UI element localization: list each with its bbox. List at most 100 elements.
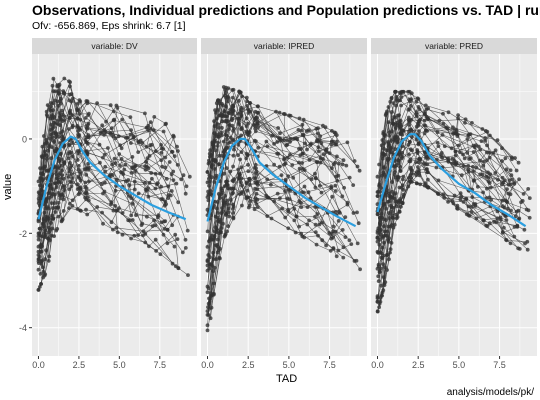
data-point: [230, 88, 235, 92]
data-point: [36, 288, 41, 292]
data-point: [345, 200, 350, 205]
data-point: [126, 178, 131, 182]
data-point: [222, 149, 227, 153]
data-point: [277, 110, 282, 115]
data-point: [375, 194, 380, 198]
data-point: [163, 122, 168, 127]
data-point: [224, 96, 229, 100]
data-point: [275, 191, 280, 196]
data-point: [220, 125, 224, 130]
data-point: [114, 103, 119, 108]
data-point: [453, 149, 458, 154]
data-point: [435, 140, 440, 145]
data-point: [100, 182, 104, 187]
data-point: [278, 131, 282, 136]
data-point: [395, 174, 400, 179]
data-point: [436, 178, 441, 183]
data-point: [162, 227, 167, 231]
data-point: [255, 110, 260, 115]
data-point: [40, 144, 45, 149]
data-point: [504, 237, 508, 242]
data-point: [36, 219, 41, 224]
data-point: [488, 133, 492, 138]
data-point: [283, 112, 287, 117]
data-point: [336, 219, 341, 223]
data-point: [475, 184, 480, 189]
data-point: [224, 119, 229, 124]
data-point: [97, 142, 102, 147]
data-point: [387, 257, 391, 262]
data-point: [417, 141, 421, 146]
data-point: [36, 267, 41, 272]
chart-title: Observations, Individual predictions and…: [32, 2, 540, 18]
data-point: [305, 205, 310, 210]
data-point: [58, 152, 63, 157]
data-point: [485, 186, 489, 191]
data-point: [205, 313, 210, 317]
data-point: [278, 196, 282, 201]
data-point: [486, 179, 491, 184]
data-point: [333, 142, 337, 147]
data-point: [386, 141, 391, 146]
data-point: [214, 101, 219, 106]
data-point: [467, 157, 471, 161]
data-point: [466, 213, 471, 218]
data-point: [106, 146, 110, 150]
data-point: [500, 204, 505, 209]
data-point: [163, 219, 168, 224]
data-point: [493, 171, 498, 175]
data-point: [223, 91, 228, 96]
data-point: [172, 244, 177, 249]
data-point: [356, 221, 361, 226]
data-point: [338, 211, 342, 215]
data-point: [159, 197, 164, 201]
data-point: [252, 176, 257, 181]
data-point: [476, 144, 481, 149]
data-point: [381, 202, 386, 207]
data-point: [401, 174, 406, 179]
data-point: [422, 118, 427, 123]
data-point: [382, 283, 387, 287]
data-point: [399, 95, 404, 99]
data-point: [450, 199, 455, 203]
data-point: [464, 197, 469, 202]
data-point: [175, 163, 180, 167]
data-point: [236, 167, 241, 172]
data-point: [509, 173, 514, 178]
data-point: [128, 115, 133, 119]
data-point: [316, 149, 321, 154]
data-point: [76, 192, 81, 197]
data-point: [129, 236, 134, 241]
data-point: [170, 261, 175, 266]
data-point: [139, 223, 144, 228]
data-point: [230, 123, 235, 128]
data-point: [277, 164, 282, 169]
data-point: [414, 112, 419, 117]
data-point: [83, 116, 88, 120]
data-point: [425, 162, 430, 167]
data-point: [383, 113, 388, 117]
profile-line: [378, 139, 527, 265]
data-point: [323, 125, 328, 130]
x-tick-label: 0.0: [201, 360, 214, 370]
data-point: [381, 165, 386, 170]
data-point: [276, 152, 281, 156]
data-point: [333, 160, 338, 165]
data-point: [390, 213, 394, 217]
data-point: [424, 167, 429, 172]
data-point: [183, 237, 188, 242]
data-point: [184, 184, 189, 189]
data-point: [451, 132, 455, 136]
data-point: [380, 235, 385, 240]
data-point: [449, 146, 454, 151]
data-point: [305, 222, 310, 227]
data-point: [296, 127, 301, 132]
data-point: [354, 258, 359, 263]
data-point: [226, 210, 231, 215]
data-point: [128, 132, 133, 137]
data-point: [397, 209, 402, 214]
data-point: [78, 99, 83, 104]
data-point: [209, 291, 214, 296]
data-point: [114, 226, 119, 230]
